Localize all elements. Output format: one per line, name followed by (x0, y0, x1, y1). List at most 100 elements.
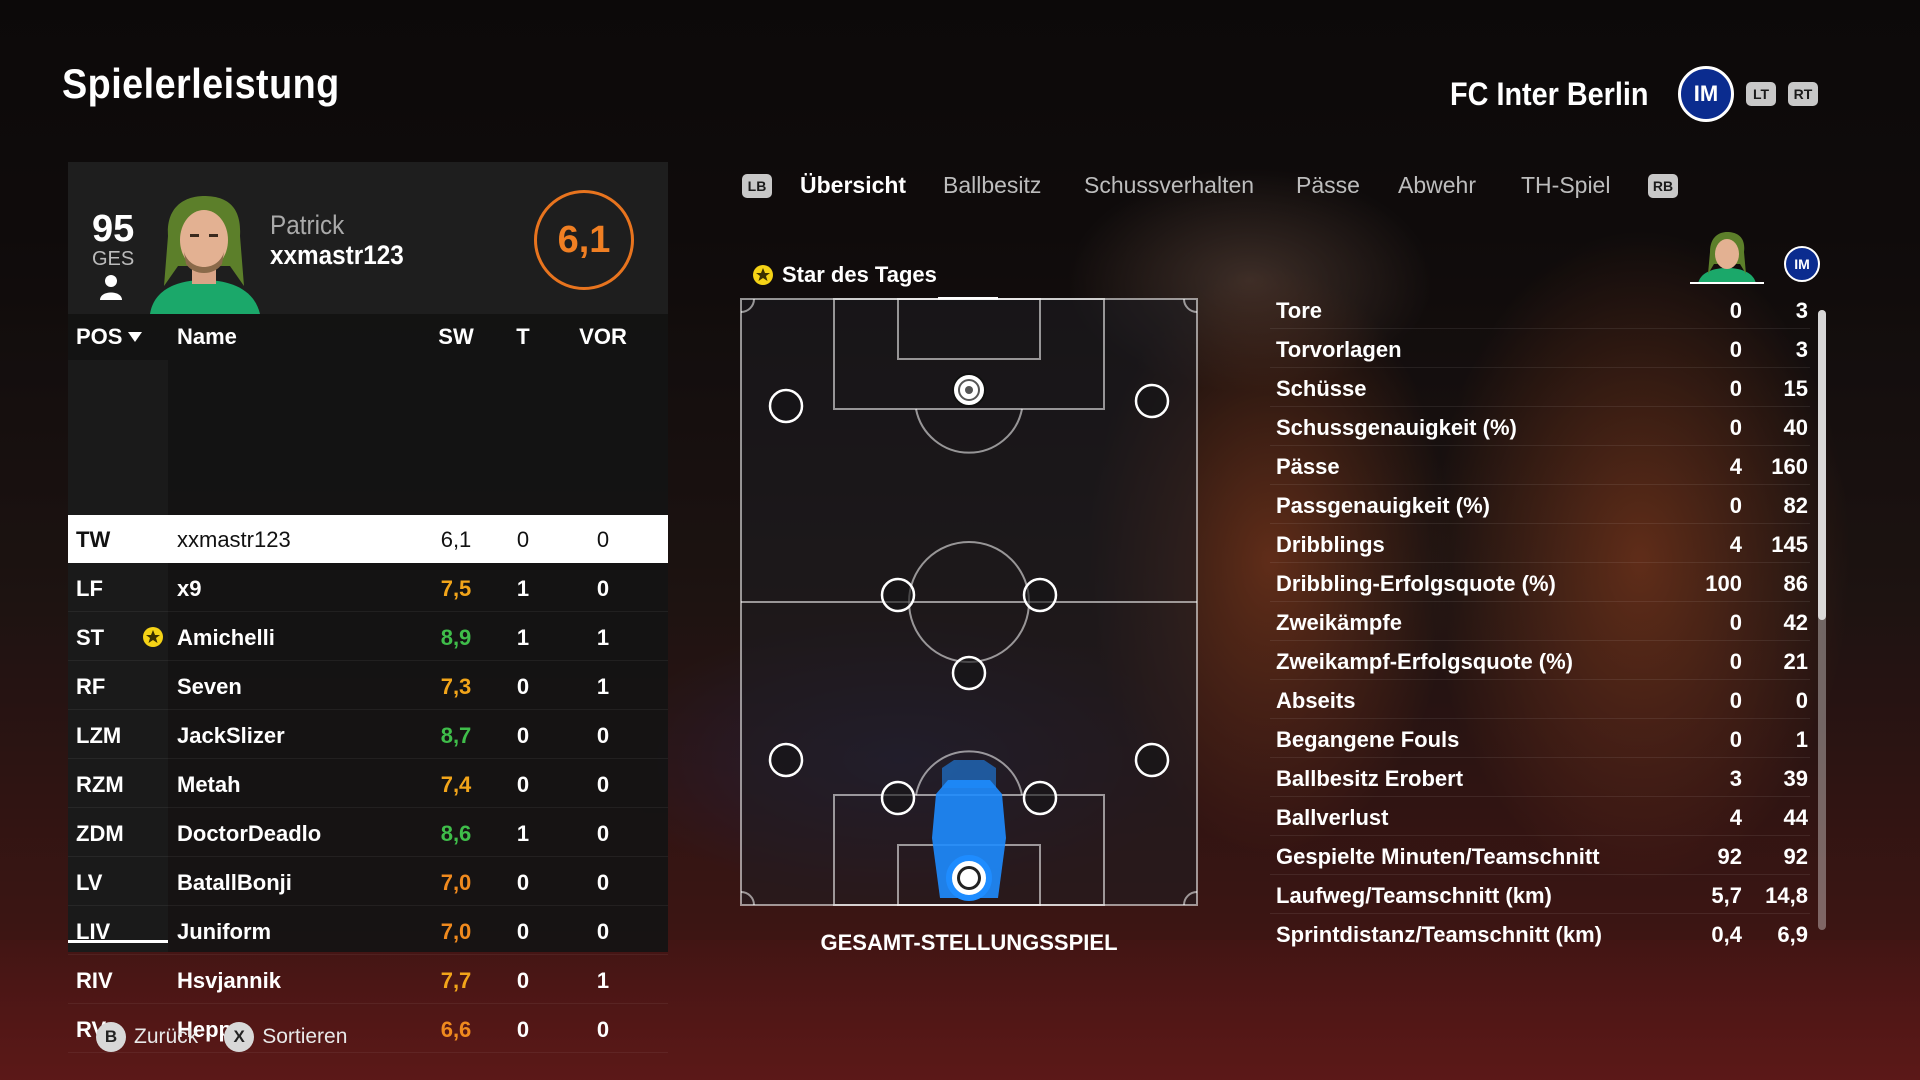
row-rating: 8,6 (440, 821, 472, 846)
stat-team-value: 39 (1783, 766, 1808, 791)
row-assists: 1 (596, 968, 610, 993)
table-header: POS Name SW T VOR (68, 314, 668, 360)
stat-row: Begangene Fouls 0 1 (1270, 719, 1810, 758)
row-pos: LZM (76, 723, 122, 748)
stat-row: Ballverlust 4 44 (1270, 797, 1810, 836)
stat-label: Tore (1276, 298, 1323, 323)
player-marker (768, 742, 804, 778)
table-row[interactable]: LIV Juniform 7,0 0 0 (68, 907, 668, 955)
row-name: Metah (177, 772, 241, 797)
goalkeeper-position-dot (960, 869, 978, 887)
user-icon (100, 274, 122, 305)
row-name: BatallBonji (177, 870, 292, 895)
table-row[interactable]: LF x9 7,5 1 0 (68, 564, 668, 612)
stat-player-value: 0 (1729, 493, 1742, 518)
stat-row: Passgenauigkeit (%) 0 82 (1270, 485, 1810, 524)
table-row[interactable]: RF Seven 7,3 0 1 (68, 662, 668, 710)
stat-player-value: 0 (1729, 376, 1742, 401)
stat-row: Schüsse 0 15 (1270, 368, 1810, 407)
stat-row: Dribbling-Erfolgsquote (%) 100 86 (1270, 563, 1810, 602)
table-row[interactable]: RZM Metah 7,4 0 0 (68, 760, 668, 808)
player-marker (1022, 780, 1058, 816)
stat-team-value: 145 (1771, 532, 1808, 557)
row-assists: 0 (596, 576, 610, 601)
stat-team-value: 0 (1795, 688, 1808, 713)
row-goals: 1 (516, 625, 530, 650)
header-pos: POS (76, 324, 123, 349)
rt-button[interactable]: RT (1788, 82, 1818, 106)
stat-team-value: 82 (1783, 493, 1808, 518)
stats-team-crest: IM (1784, 246, 1820, 282)
tab-uebersicht[interactable]: Übersicht (800, 172, 907, 198)
row-rating: 8,7 (440, 723, 472, 748)
stat-team-value: 86 (1783, 571, 1808, 596)
stat-player-value: 0 (1729, 610, 1742, 635)
row-pos: ZDM (76, 821, 124, 846)
row-rating: 7,7 (440, 968, 472, 993)
row-assists: 1 (596, 625, 610, 650)
table-row[interactable]: LZM JackSlizer 8,7 0 0 (68, 711, 668, 759)
row-assists: 0 (596, 1017, 610, 1042)
row-goals: 0 (516, 723, 530, 748)
stat-label: Zweikämpfe (1276, 610, 1402, 635)
stats-scrollbar[interactable] (1818, 310, 1826, 930)
sort-hint[interactable]: X Sortieren (224, 1022, 347, 1052)
stat-row: Pässe 4 160 (1270, 446, 1810, 485)
row-name: xxmastr123 (177, 527, 291, 552)
row-pos: LF (76, 576, 103, 601)
player-list-panel: 95 GES Patrick xxmastr123 6,1 POS (68, 162, 668, 1053)
corner-arc (1183, 891, 1198, 906)
top-arc (915, 408, 1023, 454)
row-pos: TW (76, 527, 111, 552)
overall-label: GES (92, 248, 135, 270)
stat-row: Torvorlagen 0 3 (1270, 329, 1810, 368)
header-t[interactable]: T (516, 324, 530, 349)
table-row[interactable]: LV BatallBonji 7,0 0 0 (68, 858, 668, 906)
stats-scrollbar-thumb[interactable] (1818, 310, 1826, 620)
stat-team-value: 92 (1783, 844, 1808, 869)
player-avatar (140, 196, 270, 314)
tab-paesse[interactable]: Pässe (1296, 172, 1360, 198)
stat-label: Torvorlagen (1276, 337, 1402, 362)
star-player-marker (952, 373, 986, 407)
stat-row: Dribblings 4 145 (1270, 524, 1810, 563)
heatmap-title: GESAMT-STELLUNGSSPIEL (820, 930, 1118, 955)
stat-row: Abseits 0 0 (1270, 680, 1810, 719)
header-vor[interactable]: VOR (579, 324, 627, 349)
stat-player-value: 92 (1717, 844, 1742, 869)
stat-row: Gespielte Minuten/Teamschnitt 92 92 (1270, 836, 1810, 875)
back-hint[interactable]: B Zurück (96, 1022, 198, 1052)
x-button-icon: X (224, 1022, 255, 1052)
row-goals: 1 (516, 821, 530, 846)
stat-team-value: 42 (1783, 610, 1808, 635)
header-name[interactable]: Name (177, 324, 237, 349)
stat-label: Sprintdistanz/Teamschnitt (km) (1276, 922, 1602, 947)
row-assists: 0 (596, 772, 610, 797)
stat-player-value: 0,4 (1711, 922, 1742, 947)
lb-button[interactable]: LB (742, 174, 772, 198)
tab-abwehr[interactable]: Abwehr (1398, 172, 1476, 198)
table-row[interactable]: ZDM DoctorDeadlo 8,6 1 0 (68, 809, 668, 857)
stats-player-avatar (1690, 232, 1764, 284)
match-rating: 6,1 (534, 190, 634, 290)
lt-button[interactable]: LT (1746, 82, 1776, 106)
stat-label: Passgenauigkeit (%) (1276, 493, 1490, 518)
sort-pos-header[interactable]: POS (76, 324, 143, 350)
row-name: DoctorDeadlo (177, 821, 322, 846)
table-row[interactable]: ST Amichelli 8,9 1 1 (68, 613, 668, 661)
row-rating: 7,0 (440, 919, 472, 944)
list-scroll-indicator (68, 940, 168, 943)
table-row[interactable]: TW xxmastr123 6,1 0 0 (68, 515, 668, 563)
tab-schussverhalten[interactable]: Schussverhalten (1084, 172, 1255, 198)
rb-button[interactable]: RB (1648, 174, 1678, 198)
star-of-day-legend: Star des Tages (752, 262, 937, 288)
corner-arc (740, 298, 755, 313)
tab-ballbesitz[interactable]: Ballbesitz (943, 172, 1042, 198)
stat-player-value: 3 (1729, 766, 1742, 791)
back-label: Zurück (134, 1025, 199, 1048)
row-rating: 8,9 (440, 625, 472, 650)
row-assists: 0 (596, 527, 610, 552)
tab-th-spiel[interactable]: TH-Spiel (1521, 172, 1611, 198)
table-row[interactable]: RIV Hsvjannik 7,7 0 1 (68, 956, 668, 1004)
header-sw[interactable]: SW (438, 324, 474, 349)
